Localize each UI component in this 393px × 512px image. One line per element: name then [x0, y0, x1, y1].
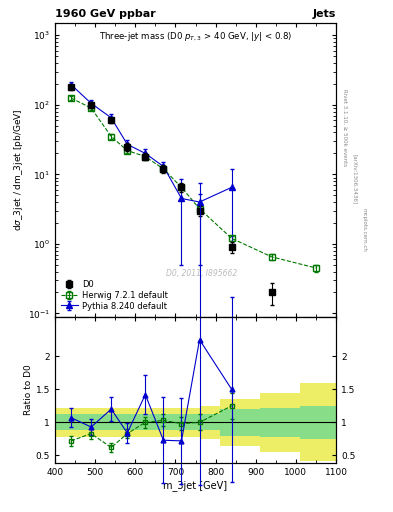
Text: Jets: Jets [313, 9, 336, 19]
Legend: D0, Herwig 7.2.1 default, Pythia 8.240 default: D0, Herwig 7.2.1 default, Pythia 8.240 d… [59, 279, 169, 312]
X-axis label: m_3jet [GeV]: m_3jet [GeV] [163, 480, 228, 491]
Text: D0, 2011, I895662: D0, 2011, I895662 [165, 269, 237, 279]
Text: Three-jet mass (D0 $p_{T,3}$ > 40 GeV, $|y|$ < 0.8): Three-jet mass (D0 $p_{T,3}$ > 40 GeV, $… [99, 30, 292, 43]
Text: 1960 GeV ppbar: 1960 GeV ppbar [55, 9, 156, 19]
Text: Rivet 3.1.10, ≥ 500k events: Rivet 3.1.10, ≥ 500k events [342, 90, 347, 166]
Text: [arXiv:1306.3436]: [arXiv:1306.3436] [352, 154, 357, 204]
Y-axis label: Ratio to D0: Ratio to D0 [24, 365, 33, 415]
Text: mcplots.cern.ch: mcplots.cern.ch [362, 208, 367, 252]
Y-axis label: d$\sigma$_3jet / dm_3jet [pb/GeV]: d$\sigma$_3jet / dm_3jet [pb/GeV] [12, 109, 25, 231]
